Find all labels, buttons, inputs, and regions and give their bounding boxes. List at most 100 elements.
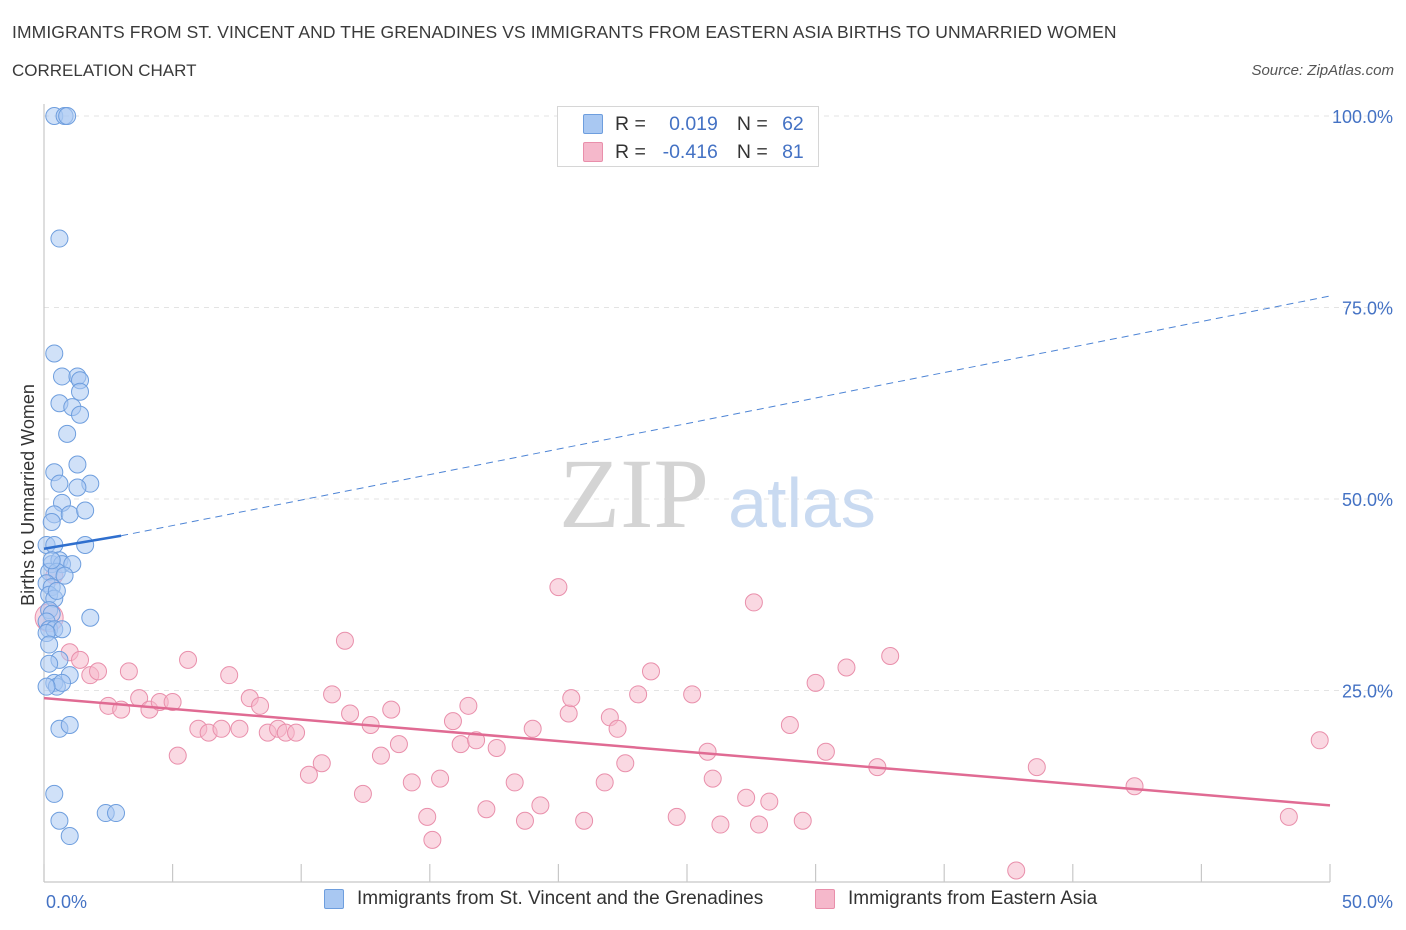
r-value: -0.416 — [662, 140, 718, 163]
x-tick-label: 50.0% — [1342, 892, 1393, 912]
eastern-asia-point — [371, 746, 390, 765]
eastern-asia-trend-line — [43, 696, 1331, 807]
eastern-asia-point — [467, 731, 486, 750]
n-value: 81 — [782, 140, 804, 163]
st-vincent-point — [68, 455, 87, 474]
st-vincent-trend-extension — [121, 295, 1331, 537]
x-tick-label: 0.0% — [46, 892, 87, 912]
eastern-asia-point — [423, 830, 442, 849]
st-vincent-point — [60, 715, 79, 734]
st-vincent-trend-line — [43, 534, 122, 551]
st-vincent-point — [50, 811, 69, 830]
st-vincent-point — [60, 505, 79, 524]
eastern-asia-point — [230, 719, 249, 738]
eastern-asia-point — [629, 685, 648, 704]
grid-lines — [44, 115, 1394, 691]
eastern-asia-point — [119, 662, 138, 681]
st-vincent-point — [53, 620, 72, 639]
legend-label-eastern-asia: Immigrants from Eastern Asia — [848, 888, 1098, 909]
trend-lines — [43, 295, 1331, 807]
eastern-asia-point — [667, 807, 686, 826]
eastern-asia-point — [431, 769, 450, 788]
r-label: R = — [615, 112, 646, 135]
n-value: 62 — [782, 112, 804, 135]
eastern-asia-point — [515, 811, 534, 830]
correlation-legend: R = 0.019 N = 62 R = -0.416 N = 81 — [557, 106, 819, 167]
st-vincent-point — [76, 501, 95, 520]
eastern-asia-point — [163, 692, 182, 711]
eastern-asia-point — [641, 662, 660, 681]
watermark-zip: ZIP — [559, 438, 709, 549]
eastern-asia-point — [179, 650, 198, 669]
eastern-asia-point — [575, 811, 594, 830]
watermark-atlas: atlas — [728, 464, 876, 542]
legend-swatch-st-vincent — [583, 114, 603, 134]
watermark: ZIP atlas — [559, 438, 876, 549]
eastern-asia-point — [335, 631, 354, 650]
st-vincent-point — [71, 382, 90, 401]
eastern-asia-point — [212, 719, 231, 738]
st-vincent-point — [53, 367, 72, 386]
eastern-asia-point — [750, 815, 769, 834]
eastern-asia-point — [703, 769, 722, 788]
eastern-asia-point — [251, 696, 270, 715]
legend-swatch-eastern-asia — [583, 142, 603, 162]
eastern-asia-point — [1125, 777, 1144, 796]
st-vincent-point — [40, 635, 59, 654]
n-label: N = — [736, 140, 768, 163]
eastern-asia-point — [1279, 807, 1298, 826]
eastern-asia-point — [531, 796, 550, 815]
eastern-asia-point — [595, 773, 614, 792]
n-label: N = — [736, 112, 768, 135]
eastern-asia-point — [402, 773, 421, 792]
st-vincent-point — [68, 478, 87, 497]
eastern-asia-point — [353, 784, 372, 803]
st-vincent-point — [81, 608, 100, 627]
y-tick-label: 25.0% — [1342, 682, 1393, 702]
eastern-asia-point — [737, 788, 756, 807]
y-axis-label: Births to Unmarried Women — [18, 384, 38, 606]
st-vincent-point — [50, 229, 69, 248]
source-label: Source: ZipAtlas.com — [1251, 62, 1394, 79]
tick-labels: 25.0% 50.0% 75.0% 100.0% 0.0% 50.0% — [46, 107, 1393, 912]
eastern-asia-point — [451, 735, 470, 754]
eastern-asia-point — [71, 650, 90, 669]
st-vincent-point — [60, 827, 79, 846]
eastern-asia-point — [323, 685, 342, 704]
st-vincent-point — [42, 512, 61, 531]
series-legend: Immigrants from St. Vincent and the Gren… — [0, 888, 1406, 918]
legend-row-st-vincent: R = 0.019 N = 62 — [583, 111, 804, 137]
series-st-vincent-points — [37, 107, 126, 846]
eastern-asia-point — [683, 685, 702, 704]
eastern-asia-point — [1310, 731, 1329, 750]
eastern-asia-point — [523, 719, 542, 738]
eastern-asia-point — [1007, 861, 1026, 880]
eastern-asia-point — [549, 578, 568, 597]
st-vincent-point — [45, 344, 64, 363]
eastern-asia-point — [559, 704, 578, 723]
eastern-asia-point — [220, 666, 239, 685]
eastern-asia-point — [793, 811, 812, 830]
chart-subtitle: CORRELATION CHART — [12, 61, 197, 80]
legend-label-st-vincent: Immigrants from St. Vincent and the Gren… — [357, 888, 764, 909]
st-vincent-point — [71, 405, 90, 424]
eastern-asia-point — [477, 800, 496, 819]
eastern-asia-point — [418, 807, 437, 826]
st-vincent-point — [42, 551, 61, 570]
legend-item-eastern-asia: Immigrants from Eastern Asia — [815, 888, 1097, 910]
series-eastern-asia-points — [34, 566, 1329, 880]
chart-title: IMMIGRANTS FROM ST. VINCENT AND THE GREN… — [12, 22, 1117, 42]
st-vincent-point — [107, 804, 126, 823]
st-vincent-point — [58, 424, 77, 443]
st-vincent-point — [76, 535, 95, 554]
st-vincent-point — [55, 566, 74, 585]
axes — [43, 104, 1331, 883]
eastern-asia-point — [608, 719, 627, 738]
eastern-asia-point — [760, 792, 779, 811]
st-vincent-point — [53, 673, 72, 692]
y-tick-label: 50.0% — [1342, 490, 1393, 510]
eastern-asia-point — [382, 700, 401, 719]
st-vincent-point — [45, 784, 64, 803]
eastern-asia-point — [780, 715, 799, 734]
